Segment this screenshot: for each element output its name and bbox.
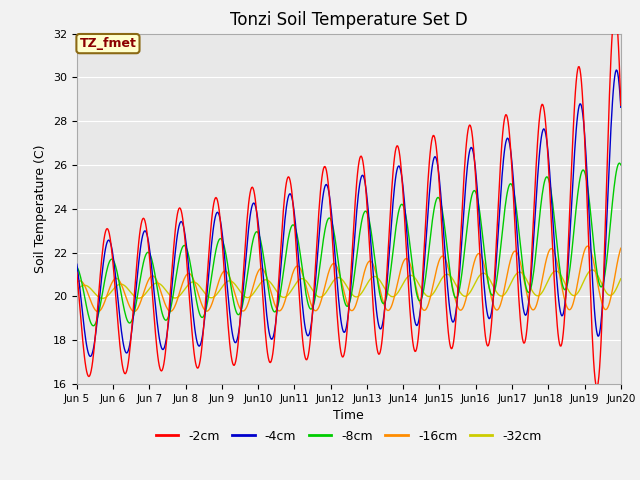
Text: TZ_fmet: TZ_fmet	[79, 37, 136, 50]
Title: Tonzi Soil Temperature Set D: Tonzi Soil Temperature Set D	[230, 11, 468, 29]
Legend: -2cm, -4cm, -8cm, -16cm, -32cm: -2cm, -4cm, -8cm, -16cm, -32cm	[151, 425, 547, 448]
Y-axis label: Soil Temperature (C): Soil Temperature (C)	[35, 144, 47, 273]
X-axis label: Time: Time	[333, 409, 364, 422]
